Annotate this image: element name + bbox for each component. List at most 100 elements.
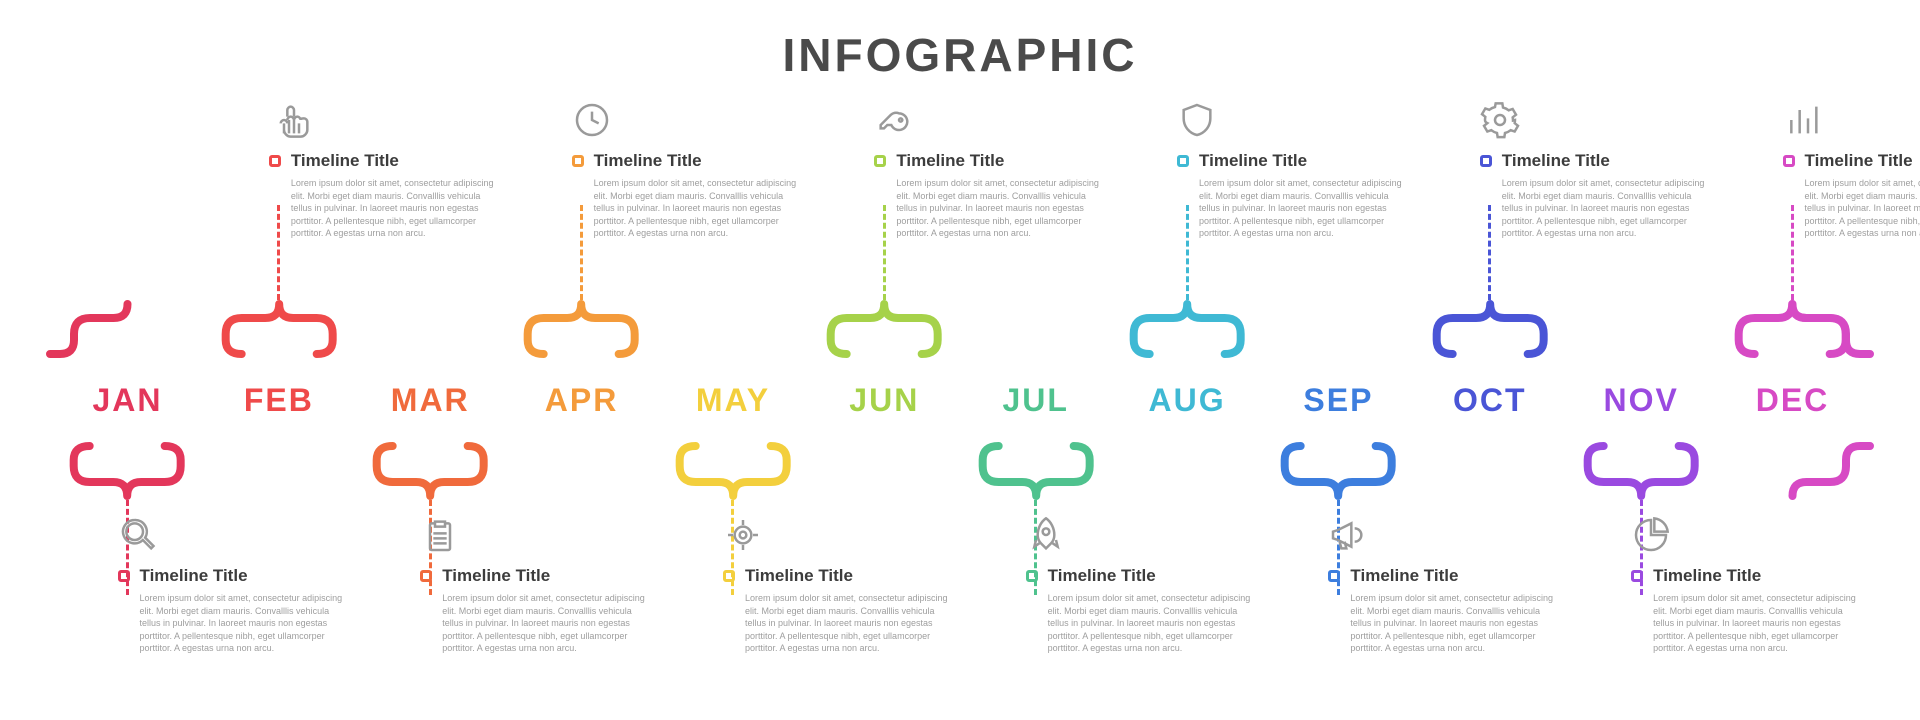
month-label: AUG: [1148, 382, 1225, 419]
connector: [786, 442, 830, 450]
callout-body: Lorem ipsum dolor sit amet, consectetur …: [1328, 592, 1558, 655]
bracket-bot: [827, 442, 942, 500]
timeline-callout: Timeline Title Lorem ipsum dolor sit ame…: [1783, 95, 1920, 240]
pie-icon: [1631, 510, 1861, 560]
connector: [786, 350, 830, 358]
callout-body: Lorem ipsum dolor sit amet, consectetur …: [874, 177, 1104, 240]
timeline-callout: Timeline Title Lorem ipsum dolor sit ame…: [420, 510, 650, 655]
month-aug: AUG: [1130, 350, 1245, 450]
bracket-bot: [70, 442, 185, 500]
month-label: MAY: [696, 382, 770, 419]
shield-icon: [1177, 95, 1407, 145]
month-may: MAY: [675, 350, 790, 450]
connector: [332, 442, 376, 450]
callout-title: Timeline Title: [1805, 151, 1913, 171]
connector: [938, 442, 982, 450]
bullet-icon: [1177, 155, 1189, 167]
bracket-bot: [1735, 442, 1850, 500]
callout-title: Timeline Title: [896, 151, 1004, 171]
timeline-callout: Timeline Title Lorem ipsum dolor sit ame…: [1480, 95, 1710, 240]
callout-body: Lorem ipsum dolor sit amet, consectetur …: [118, 592, 348, 655]
connector: [635, 350, 679, 358]
bracket-bot: [1432, 442, 1547, 500]
timeline-callout: Timeline Title Lorem ipsum dolor sit ame…: [1177, 95, 1407, 240]
callout-body: Lorem ipsum dolor sit amet, consectetur …: [572, 177, 802, 240]
callout-title: Timeline Title: [1653, 566, 1761, 586]
callout-body: Lorem ipsum dolor sit amet, consectetur …: [1783, 177, 1920, 240]
callout-title: Timeline Title: [745, 566, 853, 586]
callout-title: Timeline Title: [1199, 151, 1307, 171]
clock-icon: [572, 95, 802, 145]
callout-title: Timeline Title: [1502, 151, 1610, 171]
month-label: DEC: [1756, 382, 1830, 419]
connector: [1392, 350, 1436, 358]
month-oct: OCT: [1432, 350, 1547, 450]
connector: [332, 350, 376, 358]
bracket-bot: [1130, 442, 1245, 500]
bracket-bot: [1281, 442, 1396, 500]
callout-title: Timeline Title: [442, 566, 550, 586]
rocket-icon: [1026, 510, 1256, 560]
month-dec: DEC: [1735, 350, 1850, 450]
search-icon: [118, 510, 348, 560]
timeline-callout: Timeline Title Lorem ipsum dolor sit ame…: [269, 95, 499, 240]
bullet-icon: [420, 570, 432, 582]
month-label: JAN: [92, 382, 162, 419]
fist-icon: [269, 95, 499, 145]
timeline-callout: Timeline Title Lorem ipsum dolor sit ame…: [118, 510, 348, 655]
month-label: MAR: [391, 382, 470, 419]
bullet-icon: [572, 155, 584, 167]
callout-title: Timeline Title: [1048, 566, 1156, 586]
month-jan: JAN: [70, 350, 185, 450]
bullet-icon: [1328, 570, 1340, 582]
month-label: OCT: [1453, 382, 1527, 419]
timeline-callout: Timeline Title Lorem ipsum dolor sit ame…: [1631, 510, 1861, 655]
bullet-icon: [269, 155, 281, 167]
bullet-icon: [118, 570, 130, 582]
connector: [1089, 442, 1133, 450]
connector: [181, 442, 225, 450]
callout-title: Timeline Title: [1350, 566, 1458, 586]
callout-title: Timeline Title: [291, 151, 399, 171]
page-title: INFOGRAPHIC: [0, 28, 1920, 82]
callout-body: Lorem ipsum dolor sit amet, consectetur …: [1177, 177, 1407, 240]
timeline-callout: Timeline Title Lorem ipsum dolor sit ame…: [874, 95, 1104, 240]
bracket-bot: [978, 442, 1093, 500]
month-jul: JUL: [978, 350, 1093, 450]
bullet-icon: [1631, 570, 1643, 582]
month-label: JUL: [1002, 382, 1068, 419]
bullet-icon: [1480, 155, 1492, 167]
bracket-bot: [221, 442, 336, 500]
connector: [181, 350, 225, 358]
month-apr: APR: [524, 350, 639, 450]
connector: [938, 350, 982, 358]
bullet-icon: [1783, 155, 1795, 167]
bracket-bot: [675, 442, 790, 500]
month-label: JUN: [849, 382, 919, 419]
bracket-bot: [373, 442, 488, 500]
month-label: FEB: [244, 382, 314, 419]
callout-body: Lorem ipsum dolor sit amet, consectetur …: [269, 177, 499, 240]
connector: [484, 442, 528, 450]
connector: [1695, 442, 1739, 450]
bracket-bot: [524, 442, 639, 500]
target-icon: [723, 510, 953, 560]
bullet-icon: [1026, 570, 1038, 582]
callout-body: Lorem ipsum dolor sit amet, consectetur …: [1480, 177, 1710, 240]
bracket-bot: [1584, 442, 1699, 500]
connector: [1695, 350, 1739, 358]
timeline-track: JAN FEB MAR APR MAY JUN JUL AUG SEP OCT NOV DEC: [70, 350, 1850, 450]
month-label: APR: [545, 382, 619, 419]
month-label: NOV: [1603, 382, 1678, 419]
connector: [1392, 442, 1436, 450]
connector: [1543, 442, 1587, 450]
callout-title: Timeline Title: [140, 566, 248, 586]
month-mar: MAR: [373, 350, 488, 450]
callout-body: Lorem ipsum dolor sit amet, consectetur …: [723, 592, 953, 655]
connector: [1543, 350, 1587, 358]
month-sep: SEP: [1281, 350, 1396, 450]
bullet-icon: [874, 155, 886, 167]
callout-body: Lorem ipsum dolor sit amet, consectetur …: [420, 592, 650, 655]
timeline-callout: Timeline Title Lorem ipsum dolor sit ame…: [723, 510, 953, 655]
month-label: SEP: [1303, 382, 1373, 419]
